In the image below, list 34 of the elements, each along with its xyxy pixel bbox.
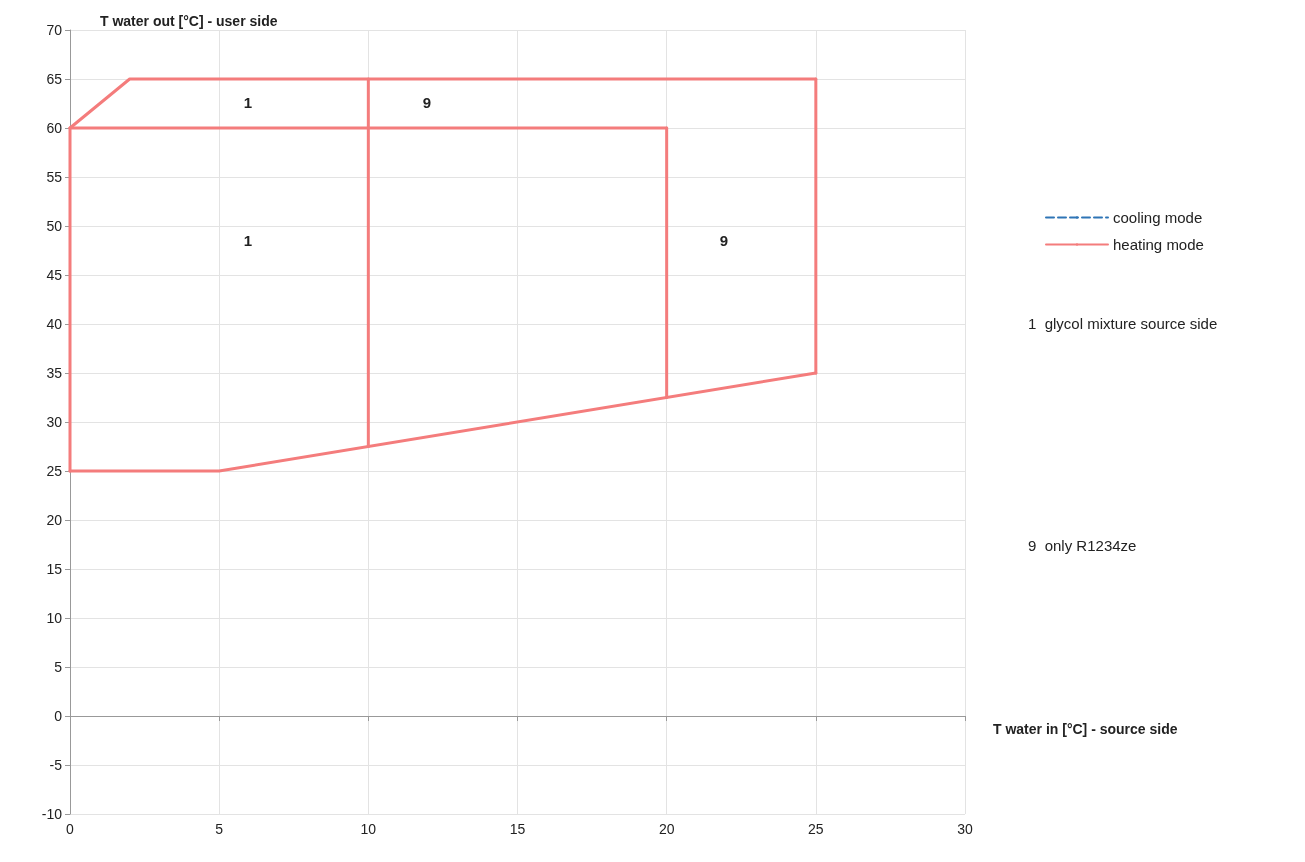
y-tick-label: 0 bbox=[54, 708, 63, 724]
y-tick-label: 45 bbox=[46, 267, 63, 283]
annotation: 9 bbox=[719, 231, 729, 249]
y-tick-label: 60 bbox=[46, 120, 63, 136]
text: 1 glycol mixture source side bbox=[1028, 315, 1218, 332]
y-tick-label: 55 bbox=[46, 169, 63, 185]
y-tick-label: 25 bbox=[46, 463, 63, 479]
y-tick-label: -10 bbox=[41, 806, 63, 822]
x-tick-label: 30 bbox=[957, 821, 973, 837]
y-tick-label: 30 bbox=[46, 414, 63, 430]
text: 9 only R1234ze bbox=[1028, 537, 1137, 554]
y-tick-label: 70 bbox=[46, 22, 63, 38]
x-tick-label: 0 bbox=[66, 821, 75, 837]
legend-label: heating mode bbox=[1113, 236, 1204, 253]
x-tick-label: 25 bbox=[808, 821, 824, 837]
y-tick-label: 20 bbox=[46, 512, 63, 528]
y-tick-label: 50 bbox=[46, 218, 63, 234]
y-tick-label: 65 bbox=[46, 71, 63, 87]
x-tick-label: 5 bbox=[215, 821, 224, 837]
x-tick-label: 20 bbox=[658, 821, 675, 837]
annotation: 1 bbox=[243, 93, 253, 111]
y-tick-label: 40 bbox=[46, 316, 63, 332]
y-tick-label: 5 bbox=[54, 659, 63, 675]
x-tick-label: 10 bbox=[360, 821, 377, 837]
legend-label: cooling mode bbox=[1113, 209, 1203, 226]
y-tick-label: 35 bbox=[46, 365, 63, 381]
y-tick-label: 15 bbox=[46, 561, 63, 577]
y-tick-label: 10 bbox=[46, 610, 63, 626]
annotation: 9 bbox=[422, 93, 432, 111]
annotation: 1 bbox=[243, 231, 253, 249]
x-tick-label: 15 bbox=[509, 821, 526, 837]
y-axis-title: T water out [°C] - user side bbox=[100, 13, 278, 29]
y-tick-label: -5 bbox=[49, 757, 63, 773]
x-axis-title: T water in [°C] - source side bbox=[993, 721, 1178, 737]
